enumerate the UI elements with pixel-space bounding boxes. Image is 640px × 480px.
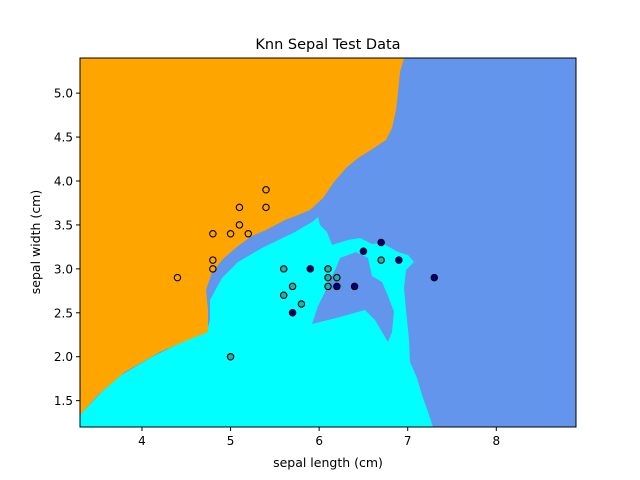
data-point-s0-7 [244,229,253,238]
y-tick-label-3.5: 3.5 [54,218,73,232]
decision-regions [80,58,576,427]
plot-frame [79,57,577,428]
data-point-s0-4 [226,229,235,238]
data-point-s2-0 [288,309,297,317]
x-tick-label-4: 4 [138,434,146,448]
y-tick-label-3: 3.0 [54,262,73,276]
data-point-s0-8 [262,203,270,212]
setosa-region [80,58,404,415]
data-point-s2-2 [333,282,341,291]
virginica-island [312,252,394,342]
data-point-s2-1 [306,265,315,273]
x-tick-label-5: 5 [227,434,235,448]
data-point-s1-3 [288,282,297,291]
data-point-s0-3 [209,229,217,238]
data-point-s0-2 [209,256,217,264]
y-tick-label-5: 5.0 [54,87,73,101]
chart-title: Knn Sepal Test Data [255,37,400,53]
y-axis-label: sepal width (cm) [28,190,43,294]
data-point-s1-8 [333,273,341,282]
data-point-s1-1 [279,265,288,273]
y-axis-ticks: 1.5 2.0 2.5 3.0 3.5 4.0 4.5 5.0 [54,87,80,408]
data-point-s2-6 [395,256,403,264]
data-point-s1-5 [324,265,332,273]
data-point-s1-4 [297,300,306,308]
data-point-s0-1 [209,265,217,273]
y-tick-label-2.5: 2.5 [54,306,73,320]
x-tick-label-8: 8 [492,434,500,448]
data-point-s0-0 [173,273,182,282]
data-points [173,186,439,361]
data-point-s1-0 [226,352,235,361]
x-tick-label-7: 7 [404,434,412,448]
y-tick-label-4: 4.0 [54,175,73,189]
data-point-s1-2 [279,291,288,299]
x-tick-label-6: 6 [315,434,323,448]
data-point-s2-4 [359,247,368,256]
x-axis-label: sepal length (cm) [273,455,383,470]
data-point-s1-6 [324,273,332,282]
data-point-s2-7 [430,273,439,282]
data-point-s0-6 [235,203,244,212]
data-point-s2-3 [350,282,359,291]
data-point-s1-9 [377,256,385,264]
y-tick-label-1.5: 1.5 [54,394,73,408]
data-point-s2-5 [377,238,385,247]
data-point-s1-7 [324,282,332,291]
y-tick-label-4.5: 4.5 [54,131,73,145]
y-tick-label-2: 2.0 [54,350,73,364]
data-point-s0-5 [235,221,244,229]
data-point-s0-9 [262,186,270,194]
x-axis-ticks: 4 5 6 7 8 [138,427,500,448]
